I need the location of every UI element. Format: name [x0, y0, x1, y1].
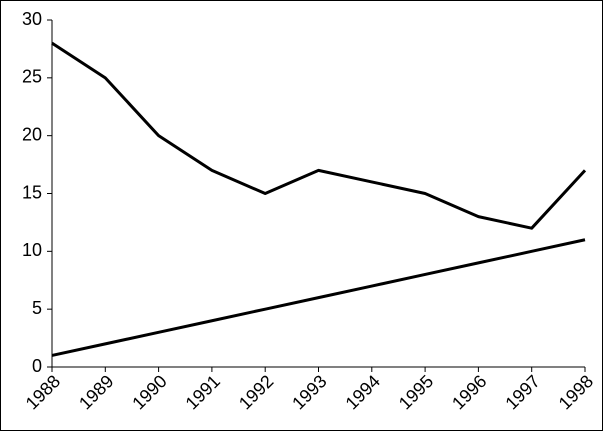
y-tick-label: 25 [22, 67, 42, 87]
y-tick-label: 30 [22, 9, 42, 29]
series-line [51, 238, 586, 357]
y-tick-label: 5 [32, 298, 42, 318]
y-tick-label: 0 [32, 356, 42, 376]
series-line [51, 41, 587, 230]
y-tick-label: 20 [22, 124, 42, 144]
y-tick-label: 15 [22, 182, 42, 202]
y-tick-label: 10 [22, 240, 42, 260]
